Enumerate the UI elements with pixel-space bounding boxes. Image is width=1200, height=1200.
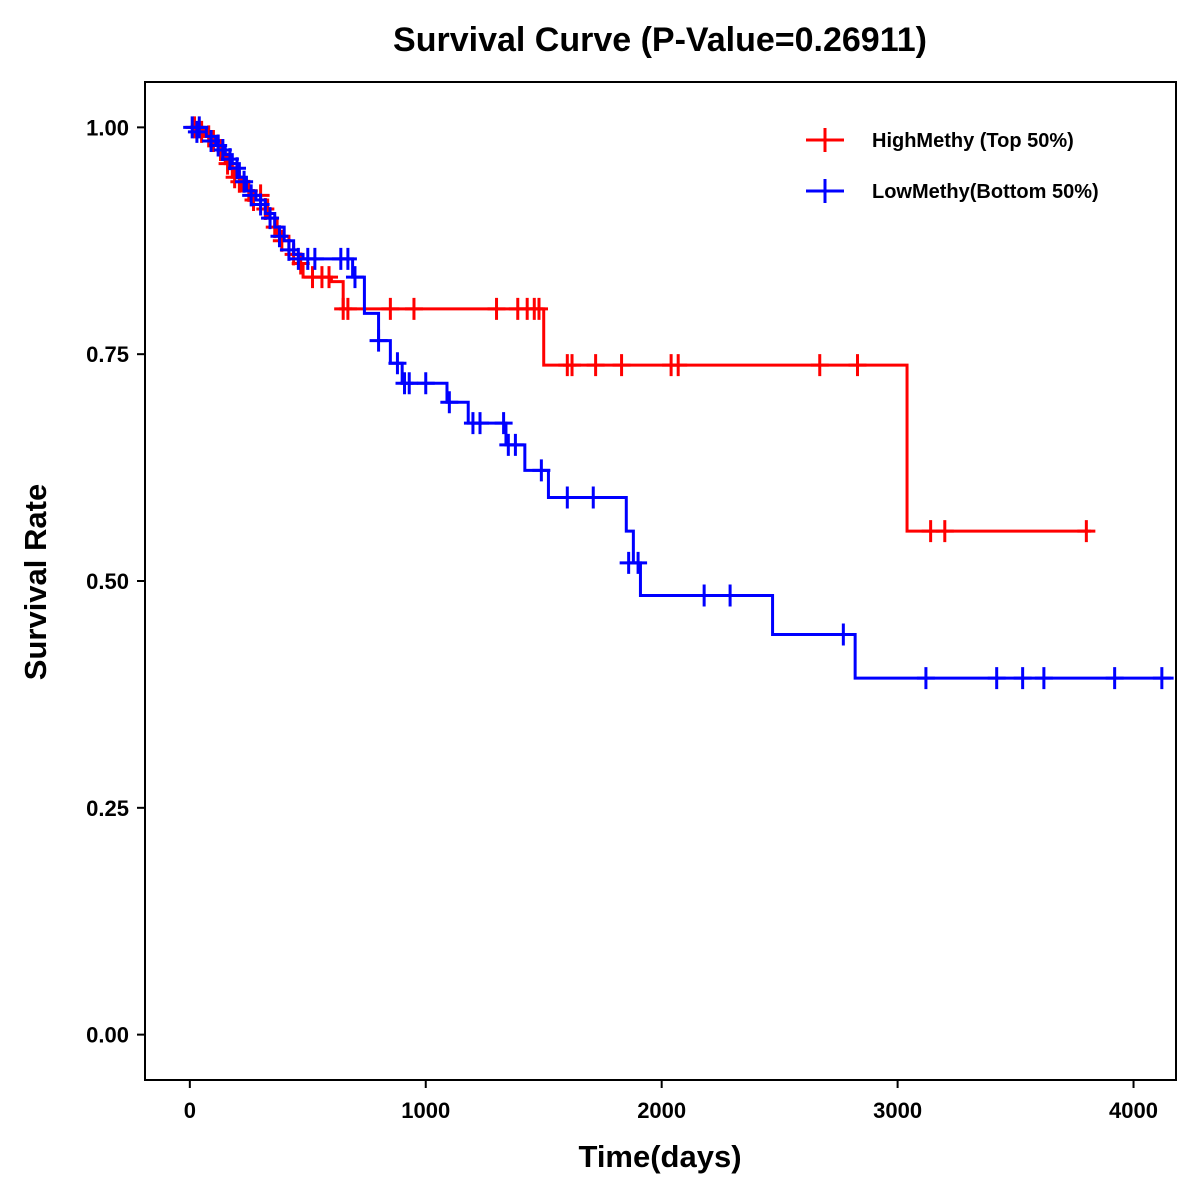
censor-mark (529, 297, 548, 320)
censor-mark (987, 667, 1006, 690)
x-tick-label: 1000 (401, 1098, 450, 1123)
legend-label: HighMethy (Top 50%) (872, 130, 1074, 152)
plot-area-frame (144, 81, 1177, 1081)
censor-mark (261, 207, 280, 230)
chart-title: Survival Curve (P-Value=0.26911) (393, 21, 927, 59)
censor-mark (228, 157, 247, 180)
y-tick-label: 0.75 (86, 342, 129, 367)
censor-mark (471, 412, 490, 435)
censor-mark (669, 354, 688, 377)
censor-mark (338, 297, 357, 320)
legend-swatch (806, 179, 844, 203)
y-axis: 0.00 0.25 0.50 0.75 1.00 (86, 115, 145, 1048)
censor-mark (1034, 667, 1053, 690)
censor-mark (916, 667, 935, 690)
legend-item: HighMethy (Top 50%) (806, 128, 1074, 152)
censor-mark (506, 433, 525, 456)
censor-mark (494, 412, 513, 435)
censor-mark (404, 297, 423, 320)
censor-mark (1152, 667, 1171, 690)
censor-mark (532, 459, 551, 482)
censor-mark (388, 352, 407, 375)
censor-mark (235, 170, 254, 193)
censor-mark (190, 116, 209, 139)
y-tick-label: 1.00 (86, 115, 129, 140)
censor-mark (563, 354, 582, 377)
x-tick-label: 4000 (1109, 1098, 1158, 1123)
survival-step-line (189, 125, 1174, 680)
censor-mark (279, 238, 298, 261)
censor-mark (629, 551, 648, 574)
censor-mark (381, 297, 400, 320)
y-tick-label: 0.50 (86, 569, 129, 594)
censor-mark (487, 297, 506, 320)
censor-mark (1077, 520, 1096, 543)
censor-mark (305, 247, 324, 270)
censor-mark (810, 354, 829, 377)
censor-mark (935, 520, 954, 543)
censor-mark (338, 247, 357, 270)
censor-mark (440, 391, 459, 414)
legend-label: LowMethy(Bottom 50%) (872, 181, 1099, 203)
x-tick-label: 0 (184, 1098, 196, 1123)
censor-mark (369, 329, 388, 352)
censor-mark (187, 120, 206, 143)
censor-mark (242, 184, 261, 207)
censor-mark (834, 623, 853, 646)
censor-mark (848, 354, 867, 377)
y-tick-label: 0.00 (86, 1023, 129, 1048)
censor-mark (1105, 667, 1124, 690)
censor-mark (1013, 667, 1032, 690)
series-2 (183, 116, 1174, 690)
censor-mark (612, 354, 631, 377)
censor-mark (586, 354, 605, 377)
x-tick-label: 3000 (873, 1098, 922, 1123)
censor-mark (558, 486, 577, 509)
censor-mark (345, 266, 364, 289)
series-layer (183, 116, 1174, 690)
censor-mark (584, 486, 603, 509)
y-tick-label: 0.25 (86, 796, 129, 821)
censor-mark (721, 584, 740, 607)
y-axis-label: Survival Rate (18, 484, 53, 680)
legend: HighMethy (Top 50%) LowMethy(Bottom 50%) (806, 128, 1099, 203)
censor-mark (251, 193, 270, 216)
censor-mark (416, 372, 435, 395)
x-tick-label: 2000 (637, 1098, 686, 1123)
legend-item: LowMethy(Bottom 50%) (806, 179, 1099, 203)
x-axis: 0 1000 2000 3000 4000 (184, 1080, 1158, 1123)
censor-mark (320, 266, 339, 289)
censor-mark (400, 372, 419, 395)
censor-mark (270, 225, 289, 248)
censor-mark (695, 584, 714, 607)
x-axis-label: Time(days) (578, 1139, 741, 1174)
legend-swatch (806, 128, 844, 152)
